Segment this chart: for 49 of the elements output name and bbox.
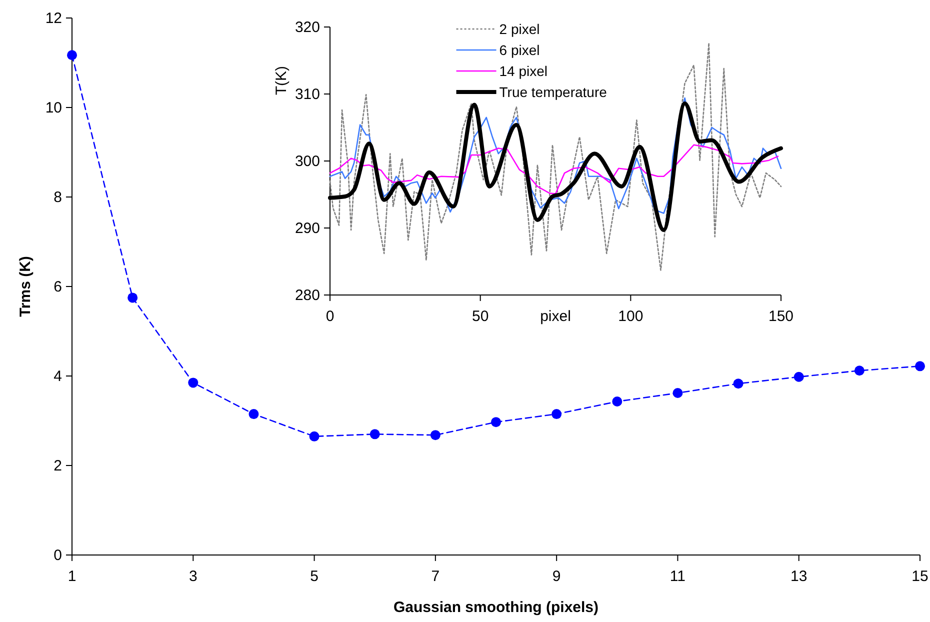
- point: [794, 372, 804, 382]
- point: [733, 378, 744, 389]
- y-axis-title: Trms (K): [17, 256, 34, 317]
- y-axis-title: T(K): [273, 66, 290, 96]
- y-tick-label: 10: [45, 100, 62, 116]
- x-tick-label: 100: [618, 308, 644, 325]
- line-series: [329, 42, 782, 271]
- x-tick-label: 7: [431, 568, 440, 585]
- x-tick-label: 1: [68, 568, 76, 585]
- point: [188, 378, 198, 388]
- x-tick-label: 0: [326, 308, 334, 325]
- x-tick-label: 150: [768, 308, 794, 325]
- legend-label: True temperature: [499, 84, 608, 100]
- point: [491, 417, 501, 428]
- point: [309, 431, 320, 442]
- y-tick-label: 2: [54, 458, 62, 474]
- y-tick-label: 320: [294, 19, 320, 36]
- y-tick-label: 300: [294, 153, 320, 170]
- line-series: [329, 144, 779, 194]
- y-tick-label: 310: [294, 86, 320, 103]
- x-tick-label: 15: [912, 568, 928, 585]
- point: [128, 292, 138, 303]
- y-tick-label: 0: [54, 547, 62, 564]
- point: [552, 409, 562, 420]
- y-tick-label: 4: [54, 368, 62, 385]
- y-tick-label: 290: [294, 220, 320, 237]
- y-tick-label: 12: [45, 10, 62, 27]
- legend-label: 14 pixel: [499, 63, 548, 79]
- point: [854, 366, 864, 376]
- y-tick-label: 6: [54, 278, 62, 296]
- legend-label: 6 pixel: [499, 42, 540, 58]
- point: [430, 430, 440, 440]
- y-tick-label: 280: [294, 287, 320, 304]
- point: [248, 409, 259, 420]
- x-tick-label: 9: [552, 568, 561, 585]
- x-axis-title: Gaussian smoothing (pixels): [393, 599, 599, 616]
- point: [370, 429, 380, 440]
- x-axis-title: pixel: [540, 308, 571, 325]
- x-tick-label: 13: [790, 568, 808, 585]
- x-tick-label: 50: [472, 308, 489, 325]
- x-tick-label: 3: [188, 568, 198, 585]
- point: [67, 50, 77, 60]
- point: [672, 388, 683, 398]
- x-tick-label: 11: [670, 568, 686, 585]
- legend-label: 2 pixel: [499, 21, 540, 37]
- y-tick-label: 8: [54, 189, 62, 206]
- x-tick-label: 5: [310, 568, 318, 585]
- point: [612, 396, 622, 407]
- point: [915, 361, 925, 372]
